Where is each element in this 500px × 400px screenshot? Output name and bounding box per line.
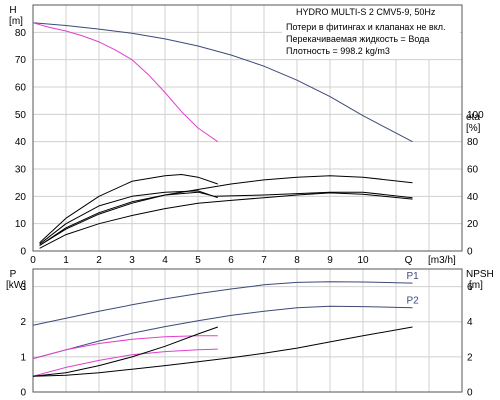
flow-axis-unit: [m3/h] — [428, 255, 456, 266]
npsh-axis-unit: [m] — [469, 280, 483, 291]
right-tick-label: 0 — [467, 247, 473, 258]
info-note-liquid: Перекачиваемая жидкость = Вода — [286, 34, 429, 44]
x-tick-label: 7 — [261, 255, 267, 266]
flow-axis-label: Q — [405, 255, 413, 266]
right-tick-label: 100 — [467, 110, 484, 121]
left-tick-label: 10 — [15, 219, 27, 230]
left-tick-label: 80 — [15, 28, 27, 39]
left-tick-label: 40 — [15, 137, 27, 148]
top-series — [32, 22, 413, 249]
series-line-6 — [39, 174, 218, 244]
x-tick-label: 3 — [129, 255, 135, 266]
x-tick-label: 2 — [96, 255, 102, 266]
head-efficiency-panel: 0 10 20 30 40 50 60 70 80 0 20 40 60 80 100 0 1 2 3 4 5 6 7 8 9 1… — [9, 4, 484, 266]
series-line-3 — [39, 175, 413, 246]
series-line-5 — [39, 192, 413, 249]
series-line-5 — [32, 326, 413, 377]
right-tick-label: 0 — [467, 388, 473, 399]
series-line-6 — [32, 326, 218, 377]
left-tick-label: 1 — [20, 352, 26, 363]
series-line-1 — [32, 22, 413, 143]
right-tick-label: 60 — [467, 165, 479, 176]
series-line-2 — [32, 22, 219, 143]
series-label-p2: P2 — [407, 296, 420, 307]
eta-axis-label: eta — [466, 112, 480, 123]
power-axis-unit: [kW] — [6, 280, 26, 291]
right-tick-label: 4 — [467, 317, 473, 328]
power-axis-label: P — [10, 269, 17, 280]
series-line-4 — [32, 348, 218, 377]
eta-axis-unit: [%] — [466, 123, 481, 134]
bottom-plot-frame — [32, 268, 463, 393]
top-plot-frame — [32, 4, 463, 252]
power-npsh-panel: 0 1 2 3 0 2 4 6 P1 P2 P [kW] NPSH [m] — [6, 268, 494, 399]
series-line-1 — [32, 281, 413, 326]
head-axis-unit: [m] — [9, 16, 23, 27]
series-line-4 — [39, 191, 413, 246]
head-axis-label: H — [9, 5, 16, 16]
right-tick-label: 40 — [467, 192, 479, 203]
series-line-2 — [32, 305, 413, 360]
x-tick-label: 4 — [162, 255, 168, 266]
x-tick-label: 8 — [294, 255, 300, 266]
info-note-losses: Потери в фитингах и клапанах не вкл. — [286, 22, 446, 32]
x-tick-label: 9 — [327, 255, 333, 266]
left-tick-label: 60 — [15, 83, 27, 94]
left-tick-label: 50 — [15, 110, 27, 121]
bottom-grid — [33, 269, 462, 393]
left-tick-label: 30 — [15, 165, 27, 176]
info-box: HYDRO MULTI-S 2 CMV5-9, 50Hz Потери в фи… — [282, 6, 460, 59]
npsh-axis-label: NPSH — [466, 269, 494, 280]
x-tick-label: 6 — [228, 255, 234, 266]
left-tick-label: 0 — [20, 388, 26, 399]
left-tick-label: 0 — [20, 247, 26, 258]
series-label-p1: P1 — [407, 271, 420, 282]
right-tick-label: 20 — [467, 219, 479, 230]
x-tick-label: 10 — [357, 255, 369, 266]
left-tick-label: 3 — [20, 282, 26, 293]
right-tick-label: 80 — [467, 137, 479, 148]
series-line-3 — [32, 335, 218, 360]
bottom-ticks: 0 1 2 3 0 2 4 6 — [20, 282, 473, 398]
x-tick-label: 5 — [195, 255, 201, 266]
chart-title: HYDRO MULTI-S 2 CMV5-9, 50Hz — [296, 7, 436, 17]
left-tick-label: 2 — [20, 317, 26, 328]
series-line-7 — [39, 190, 218, 245]
top-ticks: 0 10 20 30 40 50 60 70 80 0 20 40 60 80 100 0 1 2 3 4 5 6 7 8 9 1… — [15, 28, 484, 266]
x-tick-label: 0 — [30, 255, 36, 266]
bottom-series: P1 P2 — [32, 271, 420, 377]
x-tick-label: 1 — [63, 255, 69, 266]
right-tick-label: 2 — [467, 352, 473, 363]
right-tick-label: 6 — [467, 282, 473, 293]
info-note-density: Плотность = 998.2 kg/m3 — [286, 46, 390, 56]
info-box-background — [282, 6, 460, 59]
left-tick-label: 70 — [15, 55, 27, 66]
left-tick-label: 20 — [15, 192, 27, 203]
